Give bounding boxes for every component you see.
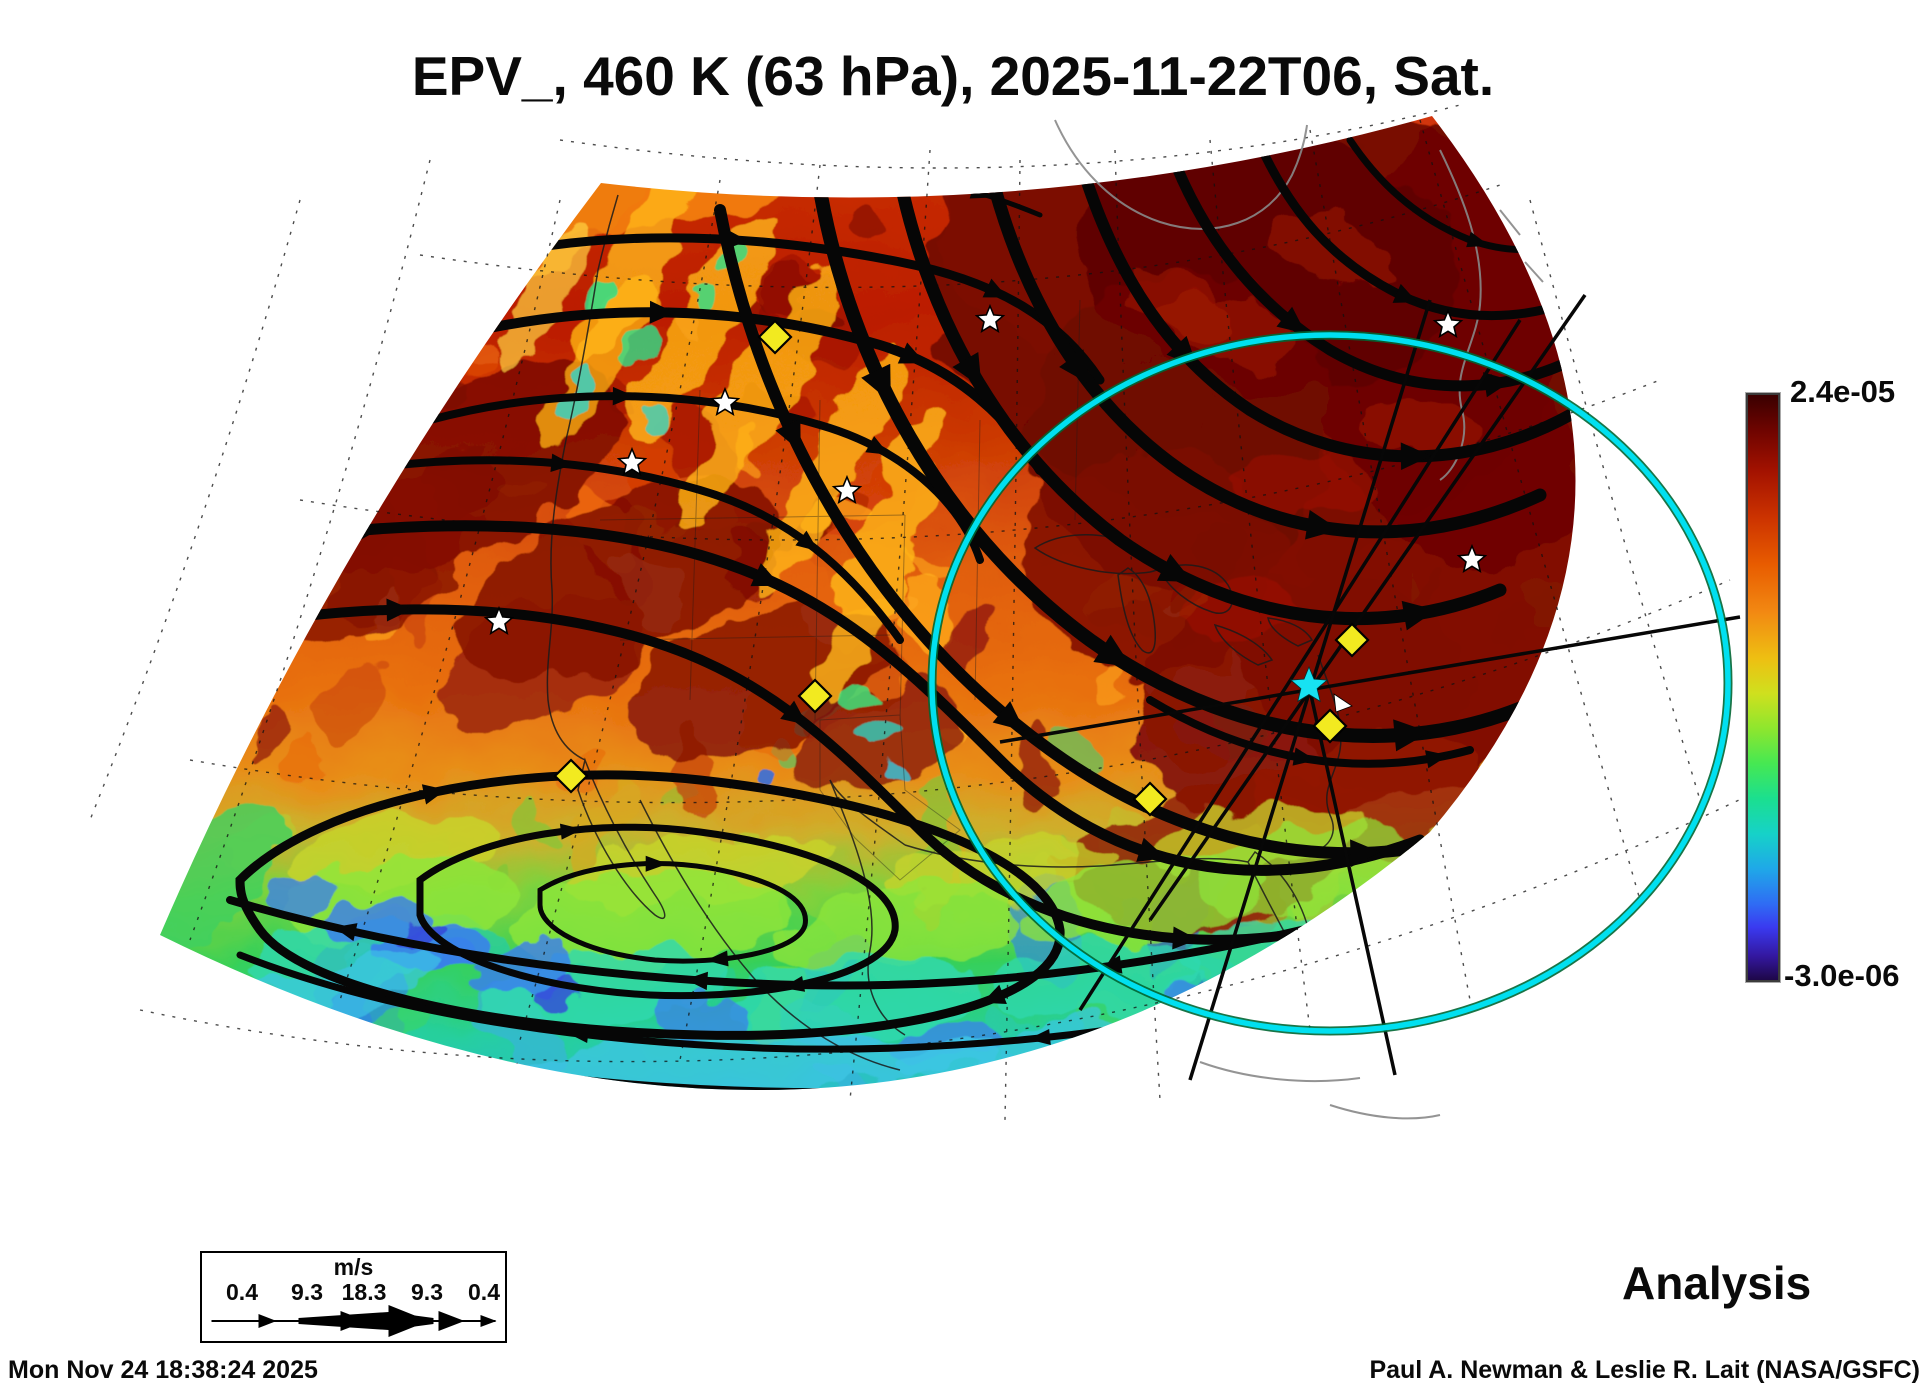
range-ring-core bbox=[929, 332, 1731, 1034]
wind-tick-label: 9.3 bbox=[411, 1279, 443, 1305]
flow-arrowhead bbox=[952, 352, 982, 388]
flow-arrowhead bbox=[1425, 750, 1449, 769]
flow-arrowhead bbox=[992, 701, 1025, 731]
white-star-marker bbox=[974, 303, 1006, 333]
credit-label: Paul A. Newman & Leslie R. Lait (NASA/GS… bbox=[1369, 1356, 1920, 1384]
wind-tick-label: 0.4 bbox=[226, 1279, 258, 1305]
flow-arrowhead bbox=[724, 228, 748, 250]
yellow-diamond-marker bbox=[1334, 622, 1370, 658]
yellow-diamond-marker bbox=[1312, 708, 1348, 744]
flow-arrowhead bbox=[781, 975, 806, 992]
wind-tick-label: 0.4 bbox=[468, 1279, 500, 1305]
flow-arrowhead bbox=[1350, 839, 1381, 867]
flow-arrowhead bbox=[559, 823, 583, 840]
flow-arrowhead bbox=[861, 363, 891, 403]
flow-arrowhead bbox=[705, 950, 729, 967]
white-star-marker bbox=[831, 474, 863, 504]
flow-arrowhead bbox=[1276, 306, 1306, 334]
colorbar-min-label: -3.0e-06 bbox=[1784, 958, 1900, 993]
flow-arrowhead bbox=[1156, 554, 1193, 582]
flow-arrowhead bbox=[1400, 442, 1431, 470]
flow-arrowhead bbox=[811, 153, 834, 170]
flow-arrowhead bbox=[1305, 509, 1340, 540]
flow-arrowhead bbox=[969, 183, 994, 199]
flow-arrowhead bbox=[750, 563, 781, 587]
flow-arrowhead bbox=[1466, 231, 1490, 248]
generation-timestamp: Mon Nov 24 18:38:24 2025 bbox=[8, 1356, 318, 1384]
flow-arrowhead bbox=[334, 923, 358, 942]
wind-tick-label: 18.3 bbox=[341, 1279, 387, 1305]
yellow-diamond-marker bbox=[757, 319, 793, 355]
yellow-diamond-marker bbox=[1132, 781, 1168, 817]
yellow-diamond-marker bbox=[553, 758, 589, 794]
wind-scale-legend: m/s 0.4 9.3 18.3 9.3 0.4 bbox=[200, 1251, 507, 1343]
epv-field bbox=[160, 116, 1576, 1091]
flow-arrowhead bbox=[865, 436, 890, 455]
flow-arrowhead bbox=[566, 1027, 590, 1044]
flow-arrowhead bbox=[1401, 600, 1437, 631]
white-star-marker bbox=[483, 605, 515, 635]
flow-arrowhead bbox=[550, 453, 574, 472]
flow-arrowhead bbox=[780, 700, 808, 725]
map-markers bbox=[483, 303, 1488, 817]
wind-arrow-glyph bbox=[211, 1305, 497, 1337]
flow-arrowhead bbox=[649, 300, 675, 324]
flow-arrowhead bbox=[1292, 747, 1316, 766]
colorbar bbox=[1745, 392, 1781, 983]
wind-tick-label: 9.3 bbox=[291, 1279, 323, 1305]
flow-arrowhead bbox=[494, 1062, 518, 1079]
colorbar-max-label: 2.4e-05 bbox=[1790, 374, 1896, 409]
track-lines bbox=[999, 294, 1741, 1081]
flow-arrowhead bbox=[421, 784, 447, 805]
flow-arrowhead bbox=[1483, 372, 1513, 398]
flow-arrowhead bbox=[1136, 837, 1167, 862]
flow-arrowhead bbox=[982, 984, 1007, 1005]
flow-arrowhead bbox=[1172, 926, 1198, 950]
flow-arrowhead bbox=[1393, 719, 1430, 752]
white-star-marker bbox=[1432, 308, 1464, 338]
flow-arrowhead bbox=[1028, 1028, 1051, 1046]
flow-arrowhead bbox=[775, 418, 801, 452]
flow-arrowhead bbox=[919, 1080, 942, 1091]
white-star-marker bbox=[709, 386, 741, 416]
figure-title: EPV_, 460 K (63 hPa), 2025-11-22T06, Sat… bbox=[411, 45, 1495, 107]
flow-arrowhead bbox=[386, 598, 412, 622]
yellow-diamond-marker bbox=[797, 678, 833, 714]
flow-arrowhead bbox=[982, 278, 1008, 298]
cyan-star-marker bbox=[1289, 665, 1329, 703]
flow-arrowhead bbox=[1392, 283, 1418, 303]
flow-arrowhead bbox=[795, 530, 819, 552]
flow-arrowhead bbox=[685, 971, 708, 991]
aircraft-icon bbox=[1333, 693, 1353, 713]
wind-unit-label: m/s bbox=[333, 1254, 374, 1280]
flow-arrowhead bbox=[645, 855, 668, 872]
analysis-label: Analysis bbox=[1622, 1257, 1812, 1309]
white-star-marker bbox=[616, 446, 648, 476]
flow-arrowhead bbox=[897, 342, 926, 364]
white-star-marker bbox=[1456, 543, 1488, 573]
flow-arrowhead bbox=[1093, 634, 1132, 668]
flow-arrowhead bbox=[1059, 349, 1091, 385]
flow-arrowhead bbox=[612, 386, 635, 406]
